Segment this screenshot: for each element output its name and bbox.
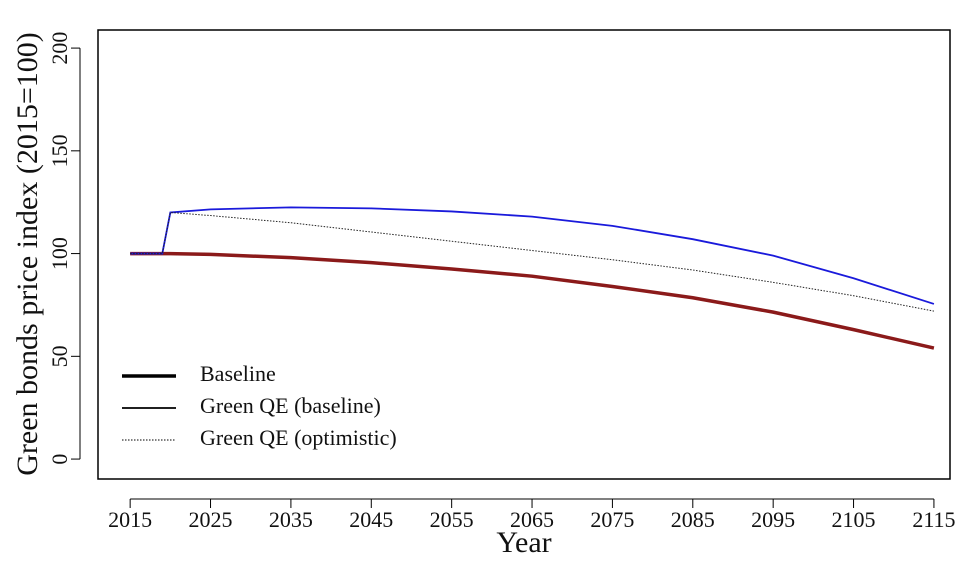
line <box>130 251 935 350</box>
y-tick-label: 200 <box>47 32 72 65</box>
x-tick-label: 2015 <box>108 507 152 532</box>
x-tick-label: 2025 <box>189 507 233 532</box>
line <box>130 211 935 312</box>
legend-label: Baseline <box>200 361 276 386</box>
y-tick-label: 100 <box>47 237 72 270</box>
x-axis-label: Year <box>496 526 551 559</box>
line <box>130 206 935 305</box>
x-tick-label: 2035 <box>269 507 313 532</box>
y-tick-label: 150 <box>47 134 72 167</box>
plot-frame <box>97 29 951 480</box>
y-axis-label: Green bonds price index (2015=100) <box>11 32 44 475</box>
x-tick-label: 2115 <box>912 507 955 532</box>
y-tick-label: 0 <box>47 454 72 465</box>
legend-label: Green QE (baseline) <box>200 393 381 418</box>
x-tick-label: 2075 <box>590 507 634 532</box>
x-tick-label: 2065 <box>510 507 554 532</box>
legend-label: Green QE (optimistic) <box>200 425 397 450</box>
x-tick-label: 2105 <box>832 507 876 532</box>
x-tick-label: 2045 <box>349 507 393 532</box>
x-tick-label: 2055 <box>430 507 474 532</box>
x-tick-label: 2095 <box>751 507 795 532</box>
y-tick-label: 50 <box>47 345 72 367</box>
x-tick-label: 2085 <box>671 507 715 532</box>
